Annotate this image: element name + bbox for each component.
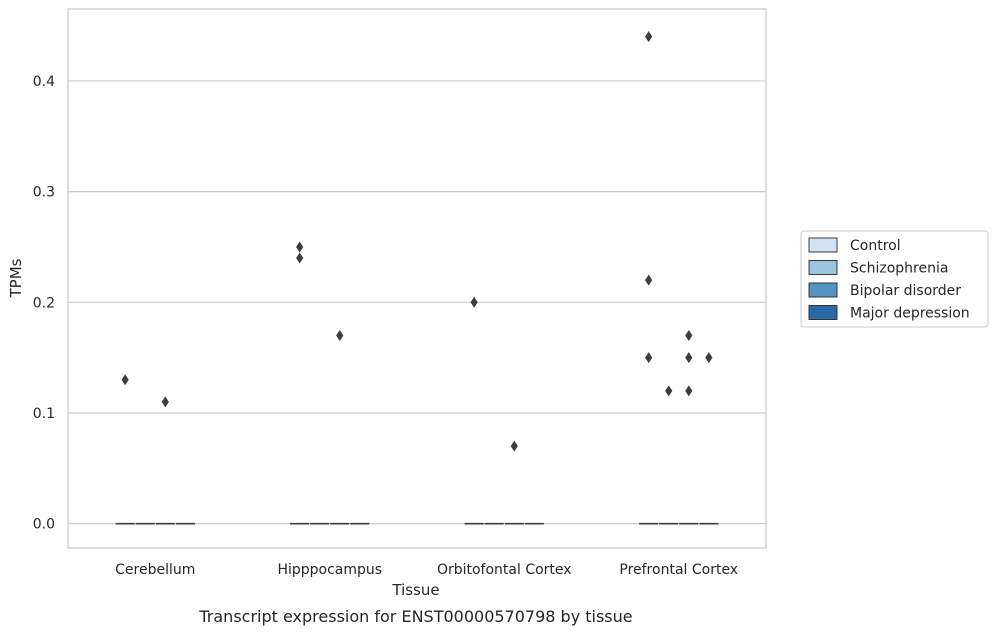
grid-lines <box>68 80 766 525</box>
y-tick-label: 0.3 <box>33 185 55 201</box>
y-axis-label: TPMs <box>7 258 25 298</box>
legend-frame <box>800 230 989 328</box>
x-tick-label: Orbitofontal Cortex <box>437 562 572 578</box>
outlier-point <box>685 385 693 397</box>
legend-label: Bipolar disorder <box>850 283 961 299</box>
y-tick-label: 0.4 <box>33 74 55 90</box>
outlier-point <box>336 329 344 341</box>
legend-swatch <box>808 305 838 320</box>
y-tick-label: 0.2 <box>33 295 55 311</box>
outlier-point <box>296 241 304 253</box>
outlier-point <box>665 385 673 397</box>
plot-area-frame <box>67 8 767 549</box>
legend-label: Schizophrenia <box>850 261 948 277</box>
outlier-point <box>645 274 653 286</box>
x-tick-label: Hipppocampus <box>277 562 382 578</box>
y-tick-label: 0.1 <box>33 406 55 422</box>
legend: Control Schizophrenia Bipolar disorder Majo… <box>800 230 989 328</box>
outlier-point <box>121 374 129 386</box>
outlier-point <box>510 440 518 452</box>
outlier-point <box>685 352 693 364</box>
outlier-point <box>296 252 304 264</box>
outlier-point <box>161 396 169 408</box>
outlier-point <box>470 296 478 308</box>
outlier-point <box>705 352 713 364</box>
outlier-point <box>645 31 653 43</box>
x-tick-label: Cerebellum <box>115 562 195 578</box>
x-axis-label: Tissue <box>391 581 439 599</box>
outlier-points <box>121 31 713 452</box>
y-tick-label: 0.0 <box>33 517 55 533</box>
legend-label: Major depression <box>850 306 970 322</box>
y-tick-labels: 0.0 0.1 0.2 0.3 0.4 <box>33 74 55 533</box>
x-tick-labels: Cerebellum Hipppocampus Orbitofontal Corte… <box>115 562 738 578</box>
legend-label: Control <box>850 238 901 254</box>
legend-swatch <box>808 260 838 275</box>
outlier-point <box>645 352 653 364</box>
legend-swatch <box>808 237 838 253</box>
outlier-point <box>685 329 693 341</box>
figure-caption: Transcript expression for ENST0000057079… <box>198 607 632 626</box>
legend-swatch <box>808 282 838 298</box>
x-tick-label: Prefrontal Cortex <box>619 562 738 578</box>
